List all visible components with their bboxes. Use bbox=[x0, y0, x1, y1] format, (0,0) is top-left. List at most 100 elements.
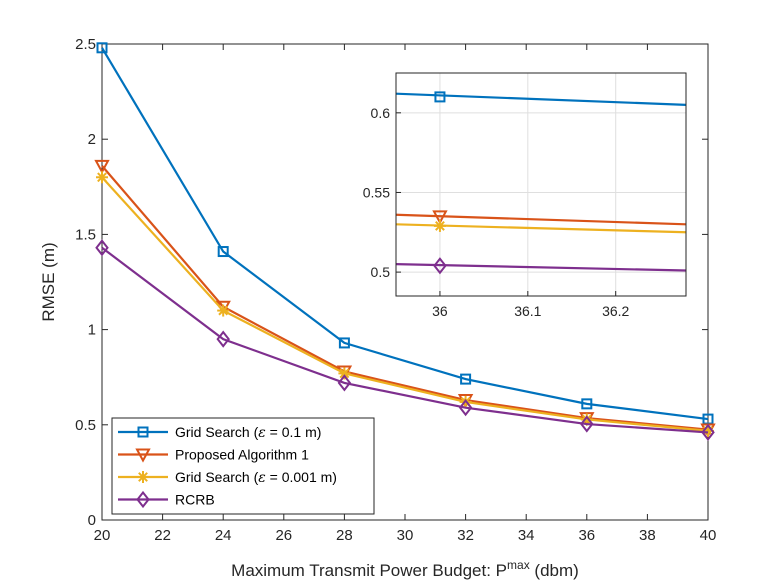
diamond-marker-shape bbox=[701, 423, 715, 442]
asterisk-marker-stroke bbox=[581, 414, 592, 425]
series-group bbox=[94, 42, 716, 442]
inset-y-tick-label: 0.55 bbox=[363, 184, 390, 200]
x-tick-label: 30 bbox=[397, 527, 414, 544]
data-point bbox=[338, 337, 350, 349]
data-point bbox=[217, 246, 229, 258]
y-axis-label: RMSE (m) bbox=[39, 242, 58, 321]
data-point bbox=[581, 398, 593, 410]
inset-series-1 bbox=[395, 91, 687, 106]
square-marker-shape bbox=[434, 91, 446, 103]
diamond-marker-shape bbox=[458, 399, 473, 417]
x-axis-label-sup: max bbox=[507, 558, 530, 572]
legend-marker bbox=[135, 448, 151, 463]
legend-entry-3: Grid Search (ε = 0.001 m) bbox=[118, 469, 337, 486]
legend-label: Grid Search (ε = 0.1 m) bbox=[175, 424, 321, 441]
asterisk-marker-stroke bbox=[218, 305, 229, 316]
y-tick-label: 2 bbox=[88, 131, 96, 148]
plot-frame bbox=[101, 43, 709, 521]
triangle-marker-shape bbox=[135, 448, 151, 463]
legend-marker bbox=[137, 471, 149, 483]
triangle-marker-shape bbox=[432, 210, 448, 225]
square-marker-shape bbox=[217, 246, 229, 258]
inset-data-point bbox=[434, 91, 446, 103]
series-4 bbox=[95, 239, 715, 442]
legend-label: Proposed Algorithm 1 bbox=[175, 447, 309, 463]
legend-entry-2: Proposed Algorithm 1 bbox=[118, 447, 309, 463]
x-tick-label: 40 bbox=[700, 527, 717, 544]
inset-zoom-plot: 36 36.1 36.2 0.5 0.55 0.6 bbox=[363, 72, 687, 319]
legend-marker bbox=[137, 426, 149, 438]
square-marker-shape bbox=[581, 398, 593, 410]
data-point bbox=[96, 171, 108, 184]
y-tick-label: 2.5 bbox=[75, 36, 96, 53]
data-point bbox=[337, 374, 352, 392]
x-axis-label: Maximum Transmit Power Budget: Pmax (dbm… bbox=[231, 558, 579, 580]
legend-label: RCRB bbox=[175, 492, 215, 508]
x-tick-label: 36 bbox=[578, 527, 595, 544]
legend-box bbox=[111, 417, 375, 515]
y-tick-label: 1.5 bbox=[75, 226, 96, 243]
triangle-marker-shape bbox=[94, 159, 110, 174]
inset-series-4 bbox=[395, 257, 687, 275]
square-marker-shape bbox=[137, 426, 149, 438]
square-marker-shape bbox=[96, 42, 108, 54]
data-point bbox=[96, 42, 108, 54]
inset-data-point bbox=[433, 257, 447, 275]
data-point bbox=[701, 423, 715, 442]
inset-frame bbox=[395, 72, 687, 297]
series-line bbox=[101, 165, 709, 431]
series-line bbox=[101, 47, 709, 421]
inset-series-3 bbox=[395, 219, 687, 234]
data-point bbox=[217, 304, 230, 317]
diamond-marker-shape bbox=[433, 257, 447, 275]
data-point bbox=[216, 330, 230, 348]
x-tick-label: 38 bbox=[639, 527, 656, 544]
x-tick-label: 28 bbox=[336, 527, 353, 544]
y-tick-label: 1 bbox=[88, 322, 96, 339]
square-marker-shape bbox=[460, 373, 472, 385]
x-tick-label: 24 bbox=[215, 527, 232, 544]
inset-x-tick-label: 36 bbox=[432, 303, 448, 319]
diamond-marker-shape bbox=[136, 490, 150, 509]
data-point bbox=[94, 159, 110, 174]
x-tick-label: 32 bbox=[457, 527, 474, 544]
diamond-marker-shape bbox=[95, 239, 109, 257]
asterisk-marker-stroke bbox=[435, 221, 445, 231]
y-tick-label: 0 bbox=[88, 512, 96, 529]
series-line bbox=[101, 176, 709, 432]
x-axis-label-main: Maximum Transmit Power Budget: P bbox=[231, 561, 507, 580]
data-point bbox=[580, 415, 594, 433]
legend-label: Grid Search (ε = 0.001 m) bbox=[175, 469, 337, 486]
inset-data-point bbox=[432, 210, 448, 225]
inset-data-point bbox=[433, 219, 446, 232]
x-tick-label: 26 bbox=[275, 527, 292, 544]
asterisk-marker-stroke bbox=[339, 368, 350, 379]
square-marker-shape bbox=[338, 337, 350, 349]
inset-y-tick-label: 0.5 bbox=[371, 264, 391, 280]
legend-entry-4: RCRB bbox=[118, 490, 215, 509]
legend-entry-1: Grid Search (ε = 0.1 m) bbox=[118, 424, 321, 441]
x-tick-label: 20 bbox=[94, 527, 111, 544]
x-tick-label: 34 bbox=[518, 527, 535, 544]
asterisk-marker-stroke bbox=[138, 472, 148, 482]
data-point bbox=[95, 239, 109, 257]
diamond-marker-shape bbox=[337, 374, 352, 392]
legend-marker bbox=[136, 490, 150, 509]
inset-series-2 bbox=[395, 210, 687, 226]
y-tick-label: 0.5 bbox=[75, 417, 96, 434]
asterisk-marker-stroke bbox=[97, 172, 107, 183]
legend: Grid Search (ε = 0.1 m) Proposed Algorith… bbox=[111, 417, 375, 515]
inset-x-tick-label: 36.2 bbox=[602, 303, 629, 319]
tick-labels: 20 22 24 26 28 30 32 34 36 38 40 0 0.5 1 1.5 2 2.5 bbox=[75, 36, 716, 544]
inset-x-tick-label: 36.1 bbox=[514, 303, 541, 319]
data-point bbox=[458, 399, 473, 417]
diamond-marker-shape bbox=[580, 415, 594, 433]
diamond-marker-shape bbox=[216, 330, 230, 348]
x-tick-label: 22 bbox=[154, 527, 171, 544]
series-line bbox=[101, 246, 709, 434]
x-axis-label-unit: (dbm) bbox=[530, 561, 579, 580]
inset-background bbox=[396, 73, 686, 296]
inset-y-tick-label: 0.6 bbox=[371, 105, 391, 121]
data-point bbox=[460, 373, 472, 385]
